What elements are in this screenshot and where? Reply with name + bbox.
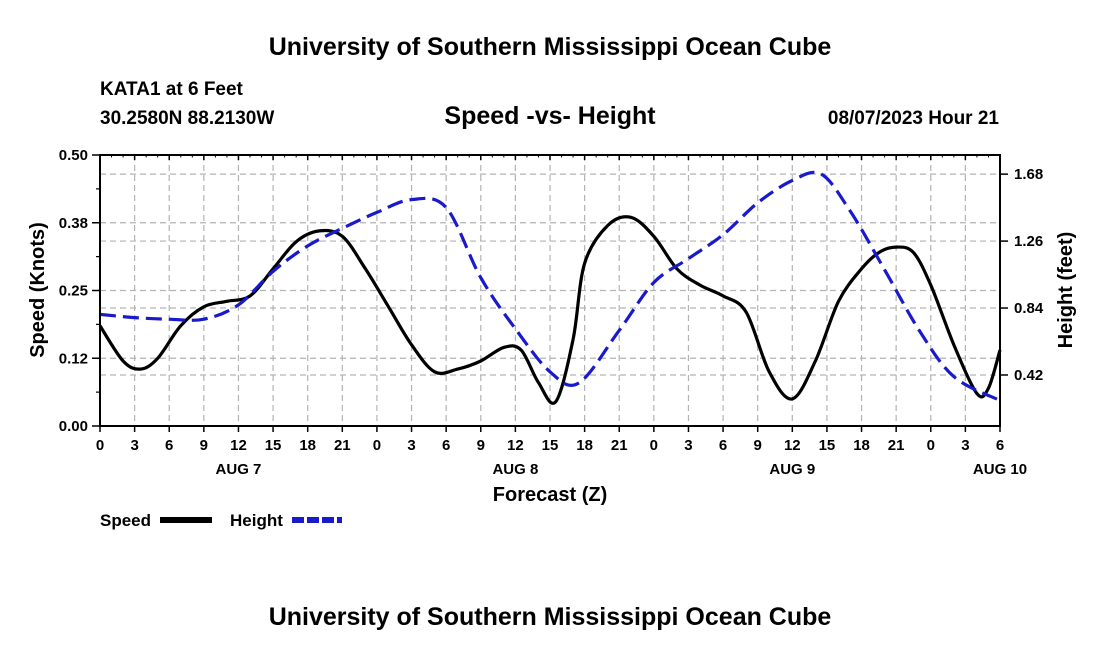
y-tick-label: 0.00 [59,418,88,435]
date-label: AUG 7 [216,461,262,478]
x-tick-label: 18 [299,437,316,454]
x-tick-label: 15 [819,437,836,454]
y-tick-label: 0.12 [59,350,88,367]
y-tick-label: 0.50 [59,147,88,164]
date-label: AUG 9 [769,461,815,478]
x-tick-label: 6 [996,437,1004,454]
x-tick-label: 0 [373,437,381,454]
chart-title: University of Southern Mississippi Ocean… [269,33,832,61]
x-tick-label: 6 [442,437,450,454]
x-tick-label: 18 [853,437,870,454]
footer-title: University of Southern Mississippi Ocean… [269,603,832,631]
x-tick-label: 12 [230,437,247,454]
x-tick-label: 9 [477,437,485,454]
data-series [98,170,1002,405]
x-tick-label: 9 [200,437,208,454]
grid-lines [100,155,1000,426]
height-series-line [99,170,1001,402]
station-label: KATA1 at 6 Feet [100,79,244,100]
legend-height-label: Height [230,511,283,530]
plot-frame [99,154,1001,427]
y-axis-label: Speed (Knots) [27,222,49,358]
x-tick-label: 21 [611,437,628,454]
x-tick-label: 15 [542,437,559,454]
x-tick-label: 12 [507,437,524,454]
x-tick-label: 3 [684,437,692,454]
x-tick-label: 9 [754,437,762,454]
x-tick-label: 0 [650,437,658,454]
chart-subtitle: Speed -vs- Height [444,102,656,130]
x-tick-label: 3 [961,437,969,454]
station-coordinates: 30.2580N 88.2130W [100,108,274,129]
x-tick-label: 0 [96,437,104,454]
x-tick-label: 18 [576,437,593,454]
y2-tick-label: 1.68 [1014,166,1043,183]
x-tick-label: 15 [265,437,282,454]
y2-tick-label: 0.84 [1014,300,1044,317]
y2-axis-label: Height (feet) [1055,232,1077,349]
x-axis-label: Forecast (Z) [493,484,607,506]
date-label: AUG 10 [973,461,1027,478]
x-tick-label: 6 [165,437,173,454]
y-tick-label: 0.38 [59,215,88,232]
axes: 0 3 6 9 12 15 18 21 0 3 6 9 12 15 18 21 0 3 6 9 12 15 18 21 0 3 6 A… [59,147,1044,478]
x-tick-label: 0 [927,437,935,454]
y2-tick-label: 1.26 [1014,233,1043,250]
x-tick-label: 3 [407,437,415,454]
x-tick-label: 21 [888,437,905,454]
legend-speed-label: Speed [100,511,151,530]
legend: Speed Height [100,511,342,530]
y-tick-label: 0.25 [59,283,88,300]
x-tick-label: 6 [719,437,727,454]
x-tick-label: 3 [130,437,138,454]
date-label: AUG 8 [492,461,538,478]
forecast-datetime: 08/07/2023 Hour 21 [828,108,1000,129]
x-tick-label: 12 [784,437,801,454]
x-tick-label: 21 [334,437,351,454]
y2-tick-label: 0.42 [1014,367,1043,384]
